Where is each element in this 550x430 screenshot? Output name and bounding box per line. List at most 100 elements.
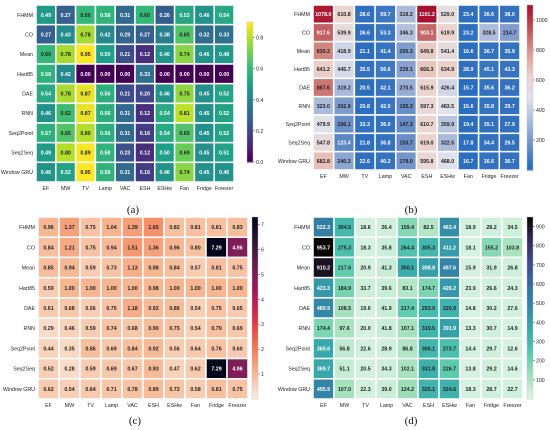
colorbar-segment <box>527 220 533 224</box>
cell-value-label: 1.00 <box>64 286 74 292</box>
colorbar-segment <box>527 16 533 20</box>
colorbar-segment <box>527 232 533 236</box>
colorbar-segment <box>527 10 533 14</box>
cell-value-label: 619.9 <box>441 31 454 37</box>
colorbar-segment <box>527 271 533 276</box>
column-label: Freezer <box>501 174 519 180</box>
column-label: TV <box>361 174 368 180</box>
cell-value-label: 0.60 <box>232 346 242 352</box>
cell-value-label: 124.2 <box>401 387 414 393</box>
colorbar-segment <box>247 73 253 77</box>
colorbar-segment <box>252 259 258 264</box>
cell-value-label: 0.46 <box>41 111 51 117</box>
colorbar-segment <box>527 93 533 97</box>
panel-caption: (a) <box>127 204 140 216</box>
colorbar-segment <box>252 253 258 258</box>
row-label: RNN <box>22 111 34 117</box>
column-label: VAC <box>127 403 138 409</box>
cell-value-label: 331.8 <box>422 367 435 373</box>
colorbar-segment <box>252 241 258 245</box>
colorbar-segment <box>527 341 533 345</box>
cell-value-label: 359.9 <box>441 122 454 128</box>
row-label: Mean <box>22 266 35 272</box>
colorbar-segment <box>252 383 258 388</box>
cell-value-label: 0.89 <box>148 387 158 393</box>
colorbar-segment <box>252 308 258 312</box>
cell-value-label: 0.31 <box>120 13 130 19</box>
colorbar-segment <box>527 356 533 361</box>
colorbar-segment <box>527 167 533 171</box>
cell-value-label: 0.00 <box>120 72 130 78</box>
colorbar-segment <box>527 368 533 373</box>
column-label: Fridge <box>481 174 496 180</box>
row-label: DAE <box>22 92 33 98</box>
cell-value-label: 35.5 <box>360 67 370 73</box>
colorbar-segment <box>527 395 533 400</box>
colorbar-segment <box>527 353 533 358</box>
colorbar-segment <box>527 329 533 333</box>
colorbar-segment <box>247 22 253 25</box>
column-label: ESH <box>423 403 434 409</box>
column-label: ESH <box>148 403 159 409</box>
colorbar-segment <box>527 235 533 239</box>
colorbar-segment <box>252 317 258 321</box>
column-label: TV <box>87 403 94 409</box>
colorbar-segment <box>527 223 533 227</box>
row-label: DAE <box>24 306 35 312</box>
colorbar-segment <box>527 289 533 294</box>
colorbar-tick-label: 1000 <box>536 18 548 24</box>
colorbar-segment <box>252 371 258 376</box>
column-label: Fridge <box>209 403 224 409</box>
cell-value-label: 45.1 <box>484 67 494 73</box>
cell-value-label: 1.13 <box>127 266 137 272</box>
colorbar-frame <box>246 21 254 163</box>
cell-value-label: 0.98 <box>148 266 158 272</box>
colorbar-segment <box>252 377 258 382</box>
heatmap-panel-3: 0.96 1.37 0.75 1.04 1.39 1.65 0.82 0.81 0.81 0.83… <box>3 216 264 427</box>
column-label: Fridge <box>197 186 212 192</box>
cell-value-label: 0.16 <box>140 170 150 176</box>
cell-value-label: 1.21 <box>64 245 74 251</box>
row-label: RNN <box>299 104 311 110</box>
cell-value-label: 0.12 <box>140 111 150 117</box>
colorbar-segment <box>252 244 258 248</box>
cell-value-label: 0.35 <box>64 346 74 352</box>
colorbar-segment <box>527 259 533 264</box>
cell-value-label: 18.1 <box>465 245 475 251</box>
cell-value-label: 40.2 <box>380 159 390 165</box>
colorbar-segment <box>527 323 533 327</box>
cell-value-label: 0.95 <box>80 52 90 58</box>
cell-value-label: 1.37 <box>64 225 74 231</box>
row-label: RNN <box>24 326 36 332</box>
colorbar-segment <box>527 153 533 157</box>
colorbar-segment <box>247 108 253 112</box>
colorbar-segment <box>247 110 253 114</box>
colorbar-segment <box>527 247 533 251</box>
cell-value-label: 20.0 <box>360 326 370 332</box>
colorbar-segment <box>527 73 533 78</box>
cell-value-label: 322.5 <box>441 141 454 147</box>
cell-value-label: 0.54 <box>160 111 170 117</box>
cell-value-label: 830.2 <box>317 49 330 55</box>
cell-value-label: 0.62 <box>43 387 53 393</box>
cell-value-label: 497.6 <box>443 266 456 272</box>
row-label: FHMM <box>19 225 35 231</box>
colorbar-tick-label: 0.8 <box>256 36 263 42</box>
colorbar-segment <box>247 150 253 154</box>
cell-value-label: 597.3 <box>420 104 433 110</box>
cell-value-label: 0.00 <box>80 72 90 78</box>
colorbar-frame <box>526 216 534 400</box>
colorbar-segment <box>527 139 533 144</box>
cell-value-label: 30.7 <box>486 326 496 332</box>
cell-value-label: 0.27 <box>61 13 71 19</box>
colorbar-segment <box>527 104 533 108</box>
cell-value-label: 0.75 <box>232 387 242 393</box>
column-label: TV <box>362 403 369 409</box>
colorbar-segment <box>252 232 258 236</box>
cell-value-label: 29.5 <box>504 141 514 147</box>
cell-value-label: 174.7 <box>422 286 435 292</box>
cell-value-label: 0.45 <box>199 111 209 117</box>
cell-value-label: 0.00 <box>160 72 170 78</box>
cell-value-label: 0.80 <box>80 131 90 137</box>
cell-value-label: 0.00 <box>179 72 189 78</box>
